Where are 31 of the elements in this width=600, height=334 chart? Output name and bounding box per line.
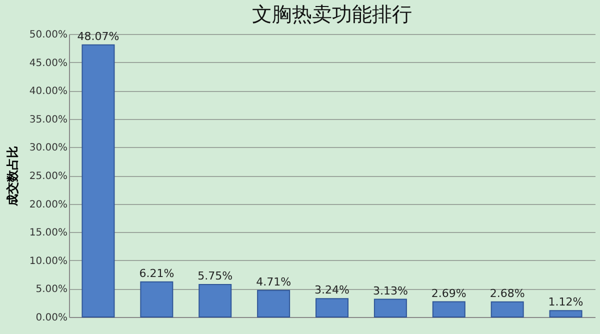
y-tick-label: 45.00% (29, 58, 68, 69)
data-label: 4.71% (256, 275, 292, 288)
data-label: 5.75% (198, 269, 233, 282)
chart-title: 文胸热卖功能排行 (252, 2, 412, 26)
y-tick-label: 25.00% (29, 171, 68, 182)
bar (316, 298, 348, 318)
bar (82, 44, 115, 318)
data-label: 3.13% (372, 284, 408, 298)
y-tick-label: 10.00% (29, 256, 68, 267)
bar (432, 301, 466, 318)
bar (257, 290, 290, 318)
data-label: 2.69% (431, 286, 466, 300)
data-label: 6.21% (139, 266, 174, 280)
bar (198, 284, 232, 318)
y-tick-label: 50.00% (29, 30, 68, 40)
y-tick-label: 35.00% (29, 114, 68, 126)
y-tick-label: 5.00% (36, 284, 68, 296)
data-label: 1.12% (548, 296, 584, 309)
data-label: 2.68% (490, 286, 525, 300)
y-tick-label: 20.00% (29, 199, 68, 210)
bar (140, 281, 174, 318)
bar (374, 298, 407, 318)
data-label: 3.24% (314, 284, 350, 297)
y-tick-label: 15.00% (29, 228, 68, 239)
y-axis-title: 成交数占比 (5, 146, 20, 207)
y-tick-label: 30.00% (29, 142, 68, 154)
data-label: 48.07% (77, 30, 120, 43)
y-tick-label: 40.00% (29, 86, 68, 98)
y-tick-label: 0.00% (36, 312, 68, 324)
bar (490, 301, 524, 318)
bar (549, 310, 582, 318)
